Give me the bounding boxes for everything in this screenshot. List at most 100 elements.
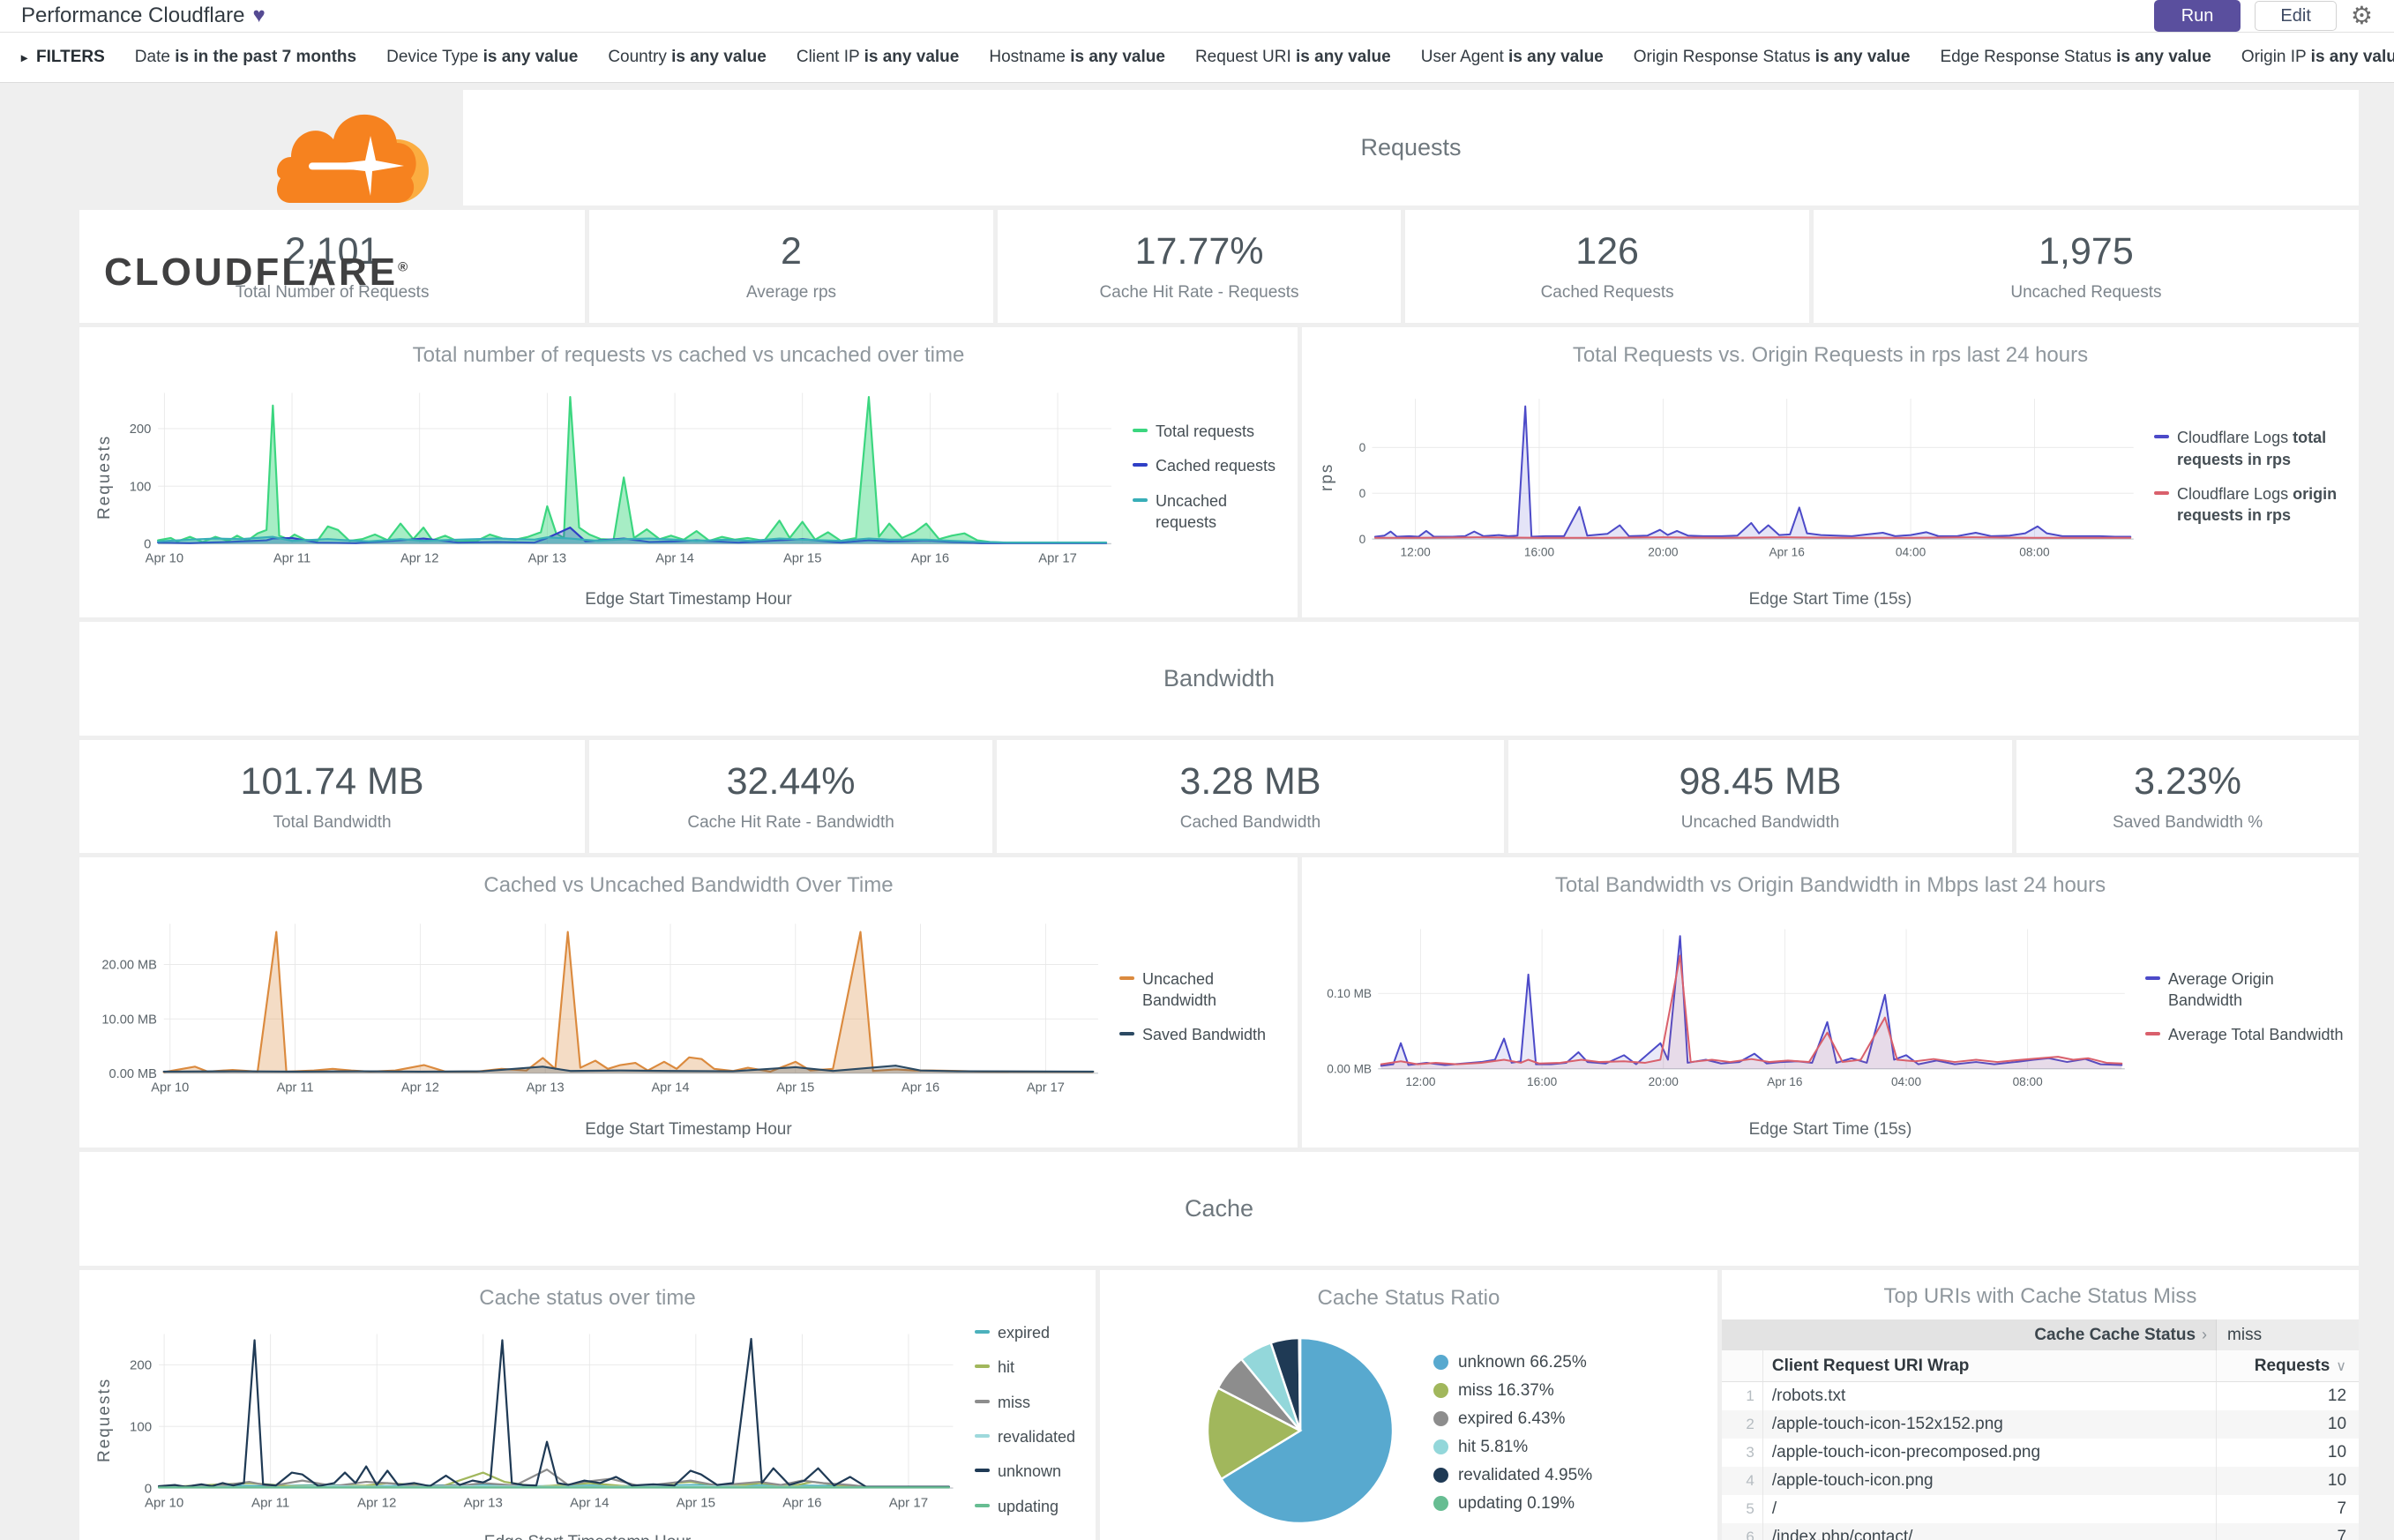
pie-legend-item[interactable]: miss 16.37% bbox=[1433, 1381, 1592, 1401]
legend-swatch-icon bbox=[974, 1330, 990, 1334]
x-axis-label: Edge Start Timestamp Hour bbox=[92, 1527, 1083, 1540]
filter-item[interactable]: Edge Response Status is any value bbox=[1940, 48, 2211, 66]
legend-item[interactable]: Cloudflare Logs total requests in rps bbox=[2154, 427, 2346, 470]
filter-item[interactable]: Origin IP is any value bbox=[2241, 48, 2394, 66]
run-button[interactable]: Run bbox=[2153, 0, 2241, 32]
uri-cell[interactable]: /index.php/contact/ bbox=[1762, 1523, 2216, 1540]
pie-legend-item[interactable]: unknown 66.25% bbox=[1433, 1353, 1592, 1372]
x-axis-label: Edge Start Time (15s) bbox=[1748, 590, 1912, 609]
filter-item[interactable]: Request URI is any value bbox=[1194, 48, 1391, 66]
bandwidth-kpi-row: 101.74 MB Total Bandwidth 32.44% Cache Hit … bbox=[79, 740, 2359, 853]
legend-item[interactable]: Saved Bandwidth bbox=[1118, 1024, 1285, 1045]
pie-legend-dot-icon bbox=[1433, 1496, 1448, 1511]
legend-item[interactable]: Uncached requests bbox=[1132, 490, 1285, 534]
chart-legend: Uncached Bandwidth Saved Bandwidth bbox=[1109, 900, 1285, 1114]
filter-item[interactable]: Hostname is any value bbox=[989, 48, 1165, 66]
legend-swatch-icon bbox=[974, 1503, 990, 1507]
legend-swatch-icon bbox=[1132, 463, 1148, 467]
pie-legend-item[interactable]: expired 6.43% bbox=[1433, 1409, 1592, 1429]
kpi-label: Saved Bandwidth % bbox=[2113, 813, 2263, 832]
legend-swatch-icon bbox=[974, 1434, 990, 1438]
bandwidth-mbps-plot[interactable]: 0.00 MB 0.10 MB 12:00 16:00 20:00 Apr 16 04:00… bbox=[1314, 900, 2135, 1114]
requests-column-header[interactable]: Requests ∨ bbox=[2216, 1350, 2359, 1381]
legend-item[interactable]: Cached requests bbox=[1132, 455, 1285, 476]
svg-text:Apr 11: Apr 11 bbox=[251, 1495, 289, 1510]
filter-item[interactable]: User Agent is any value bbox=[1420, 48, 1604, 66]
pie-legend-item[interactable]: hit 5.81% bbox=[1433, 1438, 1592, 1457]
pie-legend-label: miss 16.37% bbox=[1457, 1380, 1554, 1400]
legend-swatch-icon bbox=[974, 1469, 990, 1473]
filter-item[interactable]: Device Type is any value bbox=[386, 48, 579, 66]
section-header-requests: Requests bbox=[463, 90, 2359, 206]
x-axis-label: Edge Start Timestamp Hour bbox=[585, 1120, 792, 1139]
chart-legend: Total requests Cached requests Uncached re… bbox=[1122, 370, 1285, 584]
gear-icon[interactable]: ⚙ bbox=[2350, 2, 2373, 29]
uri-cell[interactable]: /apple-touch-icon-precomposed.png bbox=[1762, 1439, 2216, 1467]
kpi-tile: 32.44% Cache Hit Rate - Bandwidth bbox=[589, 740, 993, 853]
expand-triangle-icon: ▸ bbox=[21, 49, 28, 64]
legend-item[interactable]: unknown bbox=[974, 1461, 1083, 1482]
legend-item[interactable]: Uncached Bandwidth bbox=[1118, 968, 1285, 1012]
edit-button[interactable]: Edit bbox=[2255, 1, 2337, 31]
uri-cell[interactable]: /apple-touch-icon-152x152.png bbox=[1762, 1410, 2216, 1439]
svg-text:Apr 10: Apr 10 bbox=[145, 1495, 183, 1510]
svg-text:Apr 14: Apr 14 bbox=[655, 551, 693, 565]
filter-item[interactable]: Origin Response Status is any value bbox=[1633, 48, 1911, 66]
table-column-header: Client Request URI Wrap Requests ∨ bbox=[1721, 1350, 2360, 1382]
cache-status-ratio-pie[interactable] bbox=[1204, 1334, 1396, 1527]
svg-text:Apr 12: Apr 12 bbox=[357, 1495, 396, 1510]
cloudflare-logo: CLOUDFLARE® bbox=[79, 90, 459, 294]
legend-item[interactable]: miss bbox=[974, 1392, 1083, 1413]
legend-label: Cloudflare Logs origin requests in rps bbox=[2177, 485, 2338, 525]
svg-text:Apr 10: Apr 10 bbox=[146, 551, 183, 565]
legend-item[interactable]: Total requests bbox=[1132, 421, 1285, 442]
table-row: 2/apple-touch-icon-152x152.png 10 bbox=[1721, 1410, 2360, 1439]
filters-toggle[interactable]: ▸ FILTERS bbox=[21, 48, 105, 67]
legend-item[interactable]: Average Total Bandwidth bbox=[2145, 1024, 2346, 1045]
kpi-tile: 3.28 MB Cached Bandwidth bbox=[997, 740, 1504, 853]
legend-item[interactable]: Cloudflare Logs origin requests in rps bbox=[2154, 483, 2346, 527]
uri-cell[interactable]: /apple-touch-icon.png bbox=[1762, 1467, 2216, 1495]
kpi-tile: 1,975 Uncached Requests bbox=[1813, 210, 2359, 323]
legend-item[interactable]: expired bbox=[974, 1322, 1083, 1343]
pivot-field-header[interactable]: Cache Cache Status › bbox=[1721, 1319, 2217, 1350]
requests-cell: 7 bbox=[2216, 1495, 2359, 1523]
svg-text:10.00 MB: 10.00 MB bbox=[101, 1013, 157, 1027]
chart-legend: Cloudflare Logs total requests in rps Clo… bbox=[2143, 370, 2346, 584]
legend-swatch-icon bbox=[2145, 976, 2160, 980]
uri-column-header[interactable]: Client Request URI Wrap bbox=[1762, 1350, 2216, 1381]
legend-label: Average Total Bandwidth bbox=[2168, 1026, 2344, 1044]
dashboard-content: CLOUDFLARE® Requests 2,101 Total Number o… bbox=[0, 83, 2394, 1540]
kpi-value: 3.28 MB bbox=[1179, 760, 1321, 803]
pie-legend-item[interactable]: revalidated 4.95% bbox=[1433, 1466, 1592, 1485]
legend-label: revalidated bbox=[997, 1428, 1076, 1446]
uri-cell[interactable]: /robots.txt bbox=[1762, 1382, 2216, 1410]
pie-legend-item[interactable]: updating 0.19% bbox=[1433, 1494, 1592, 1514]
legend-item[interactable]: Average Origin Bandwidth bbox=[2145, 968, 2346, 1012]
svg-text:0: 0 bbox=[144, 538, 151, 552]
svg-text:Apr 12: Apr 12 bbox=[401, 1080, 439, 1095]
svg-text:04:00: 04:00 bbox=[1891, 1075, 1922, 1088]
filter-item[interactable]: Date is in the past 7 months bbox=[134, 48, 357, 66]
kpi-tile: 2,101 Total Number of Requests bbox=[79, 210, 586, 323]
legend-item[interactable]: updating bbox=[974, 1496, 1083, 1517]
filter-item[interactable]: Country is any value bbox=[608, 48, 767, 66]
chart-cache-status-time: Cache status over time Requests 0 100 200 A… bbox=[79, 1270, 1096, 1540]
svg-text:Apr 16: Apr 16 bbox=[782, 1495, 821, 1510]
requests-cell: 10 bbox=[2216, 1410, 2359, 1439]
kpi-value: 2 bbox=[781, 230, 802, 273]
filter-item[interactable]: Client IP is any value bbox=[796, 48, 960, 66]
page-title: Performance Cloudflare ♥ bbox=[21, 4, 266, 28]
svg-text:Apr 13: Apr 13 bbox=[527, 1080, 565, 1095]
legend-item[interactable]: revalidated bbox=[974, 1426, 1083, 1447]
kpi-label: Cached Requests bbox=[1540, 283, 1674, 302]
legend-label: unknown bbox=[997, 1462, 1062, 1481]
cache-status-time-plot[interactable]: 0 100 200 Apr 10 Apr 11 Apr 12 Apr 13 Apr 14 Apr… bbox=[118, 1312, 964, 1527]
bandwidth-over-time-plot[interactable]: 0.00 MB 10.00 MB 20.00 MB Apr 10 Apr 11 Apr 1… bbox=[92, 900, 1109, 1114]
uri-cell[interactable]: / bbox=[1762, 1495, 2216, 1523]
legend-item[interactable]: hit bbox=[974, 1357, 1083, 1378]
requests-over-time-plot[interactable]: 0 100 200 Apr 10 Apr 11 Apr 12 Apr 13 Apr 14 Apr… bbox=[118, 370, 1122, 584]
requests-cell: 10 bbox=[2216, 1467, 2359, 1495]
requests-rps-plot[interactable]: 0 0 0 12:00 16:00 20:00 Apr 16 04:00 08:00 bbox=[1341, 370, 2143, 584]
